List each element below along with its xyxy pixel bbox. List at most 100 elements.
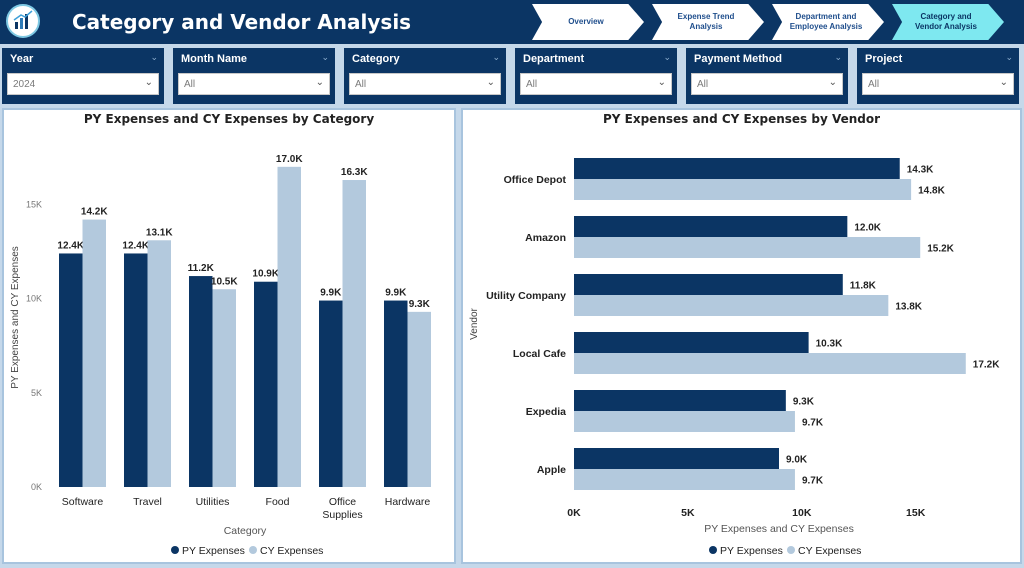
bar-cy — [574, 237, 921, 258]
y-tick-label: Apple — [537, 464, 566, 476]
data-label: 10.5K — [211, 276, 238, 287]
y-tick-label: Utility Company — [486, 290, 566, 302]
header-bar: Category and Vendor Analysis Overview Ex… — [0, 0, 1024, 44]
category-bar-chart: 0K 5K 10K 15K 12.4K 14.2K Software 12.4K 13.1K Tr… — [10, 154, 431, 557]
x-tick-label: 0K — [567, 507, 581, 519]
collapse-chevron-icon[interactable]: ⌄ — [492, 52, 500, 62]
data-label: 13.8K — [895, 302, 922, 313]
filter-payment-method[interactable]: Payment Method ⌄ All ⌄ — [686, 48, 848, 104]
bar-py — [59, 253, 83, 487]
filter-month-name[interactable]: Month Name ⌄ All ⌄ — [173, 48, 335, 104]
collapse-chevron-icon[interactable]: ⌄ — [150, 52, 158, 62]
chart-title: PY Expenses and CY Expenses by Category — [83, 112, 375, 126]
data-label: 11.8K — [850, 281, 877, 292]
x-tick-label: 5K — [681, 507, 695, 519]
legend-label: PY Expenses — [182, 545, 245, 557]
data-label: 9.9K — [320, 288, 342, 299]
bar-py — [124, 253, 148, 487]
data-label: 15.2K — [927, 244, 954, 255]
y-tick-label: Local Cafe — [513, 348, 566, 360]
legend-label: CY Expenses — [260, 545, 323, 557]
bar-py — [574, 216, 848, 237]
filter-value: All — [697, 79, 709, 90]
x-tick-label: Office — [329, 496, 356, 508]
chevron-down-icon: ⌄ — [657, 77, 666, 88]
bar-cy — [212, 289, 236, 487]
category-chart-panel: PY Expenses and CY Expenses by Category … — [2, 108, 456, 564]
data-label: 12.4K — [122, 240, 149, 251]
x-tick-label: Utilities — [196, 496, 230, 508]
vendor-bar-chart: 0K 5K 10K 15K Office Depot 14.3K 14.8K Amazon 12… — [469, 158, 1000, 557]
collapse-chevron-icon[interactable]: ⌄ — [321, 52, 329, 62]
x-tick-label: Food — [266, 496, 290, 508]
filter-label: Department — [523, 53, 585, 65]
filter-year[interactable]: Year ⌄ 2024 ⌄ — [2, 48, 164, 104]
bar-py — [574, 390, 786, 411]
bar-cy — [82, 219, 106, 488]
bar-cy — [277, 166, 301, 488]
data-label: 10.9K — [252, 269, 279, 280]
data-label: 10.3K — [816, 339, 843, 350]
y-tick-label: Amazon — [525, 232, 566, 244]
bar-py — [574, 158, 900, 179]
data-label: 9.7K — [802, 418, 824, 429]
legend-marker-cy — [249, 546, 257, 554]
filter-dropdown[interactable]: 2024 ⌄ — [7, 73, 159, 95]
data-label: 11.2K — [188, 263, 215, 274]
filter-project[interactable]: Project ⌄ All ⌄ — [857, 48, 1019, 104]
data-label: 13.1K — [146, 227, 173, 238]
x-axis-title: PY Expenses and CY Expenses — [704, 523, 854, 535]
data-label: 17.2K — [973, 360, 1000, 371]
filter-dropdown[interactable]: All ⌄ — [349, 73, 501, 95]
filter-label: Project — [865, 53, 903, 65]
nav-category-vendor-button[interactable]: Category and Vendor Analysis — [892, 4, 1004, 40]
chart-title: PY Expenses and CY Expenses by Vendor — [602, 112, 881, 126]
data-label: 9.0K — [786, 455, 808, 466]
y-tick-label: Office Depot — [504, 174, 567, 186]
x-tick-label: Hardware — [385, 496, 431, 508]
filter-department[interactable]: Department ⌄ All ⌄ — [515, 48, 677, 104]
data-label: 9.9K — [385, 288, 407, 299]
nav-overview-button[interactable]: Overview — [532, 4, 644, 40]
filter-category[interactable]: Category ⌄ All ⌄ — [344, 48, 506, 104]
bar-cy — [574, 353, 966, 374]
x-tick-label: 15K — [906, 507, 926, 519]
data-label: 12.4K — [57, 240, 84, 251]
bar-py — [319, 300, 343, 487]
filter-dropdown[interactable]: All ⌄ — [862, 73, 1014, 95]
collapse-chevron-icon[interactable]: ⌄ — [834, 52, 842, 62]
bar-py — [254, 281, 278, 487]
collapse-chevron-icon[interactable]: ⌄ — [663, 52, 671, 62]
chevron-down-icon: ⌄ — [315, 77, 324, 88]
vendor-chart-panel: PY Expenses and CY Expenses by Vendor 0K… — [461, 108, 1022, 564]
data-label: 9.3K — [409, 299, 431, 310]
filter-label: Year — [10, 53, 34, 65]
bar-py — [574, 332, 809, 353]
bar-cy — [147, 240, 171, 487]
filter-dropdown[interactable]: All ⌄ — [691, 73, 843, 95]
x-tick-label: Software — [62, 496, 104, 508]
collapse-chevron-icon[interactable]: ⌄ — [1005, 52, 1013, 62]
data-label: 17.0K — [276, 154, 303, 165]
filter-value: All — [355, 79, 367, 90]
chevron-down-icon: ⌄ — [144, 77, 153, 88]
nav-expense-trend-button[interactable]: Expense Trend Analysis — [652, 4, 764, 40]
legend-marker-py — [709, 546, 717, 554]
data-label: 14.2K — [81, 207, 108, 218]
legend-label: PY Expenses — [720, 545, 783, 557]
nav-label: Overview — [568, 17, 604, 26]
x-tick-label: 10K — [792, 507, 812, 519]
nav-label: Expense Trend Analysis — [677, 12, 735, 31]
x-tick-label: Travel — [133, 496, 162, 508]
filter-dropdown[interactable]: All ⌄ — [520, 73, 672, 95]
chevron-down-icon: ⌄ — [828, 77, 837, 88]
data-label: 9.3K — [793, 397, 815, 408]
y-tick-label: 10K — [26, 294, 42, 304]
bar-cy — [574, 411, 795, 432]
bar-py — [574, 274, 843, 295]
nav-department-employee-button[interactable]: Department and Employee Analysis — [772, 4, 884, 40]
x-tick-label: Supplies — [322, 509, 362, 521]
filter-dropdown[interactable]: All ⌄ — [178, 73, 330, 95]
data-label: 14.8K — [918, 186, 945, 197]
bar-cy — [574, 179, 912, 200]
